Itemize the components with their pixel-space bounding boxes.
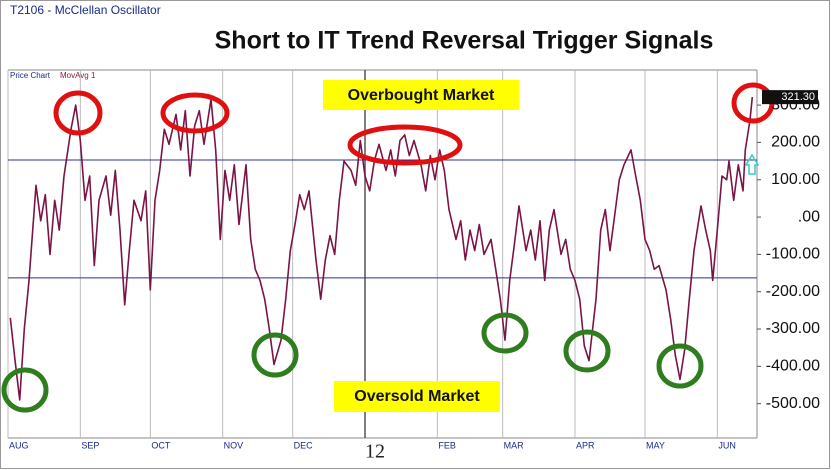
- arrow-icon: [744, 153, 760, 175]
- red-circle: [53, 90, 103, 136]
- red-circle: [347, 124, 463, 166]
- red-circle: [160, 92, 230, 134]
- green-circle: [481, 312, 529, 354]
- x-tick-label: AUG: [9, 440, 29, 450]
- sub-label: Price Chart: [10, 71, 51, 80]
- x-tick-label: DEC: [294, 440, 314, 450]
- y-tick-label: -300.00: [766, 320, 820, 337]
- y-tick-label: 100.00: [771, 171, 820, 188]
- annotation: Oversold Market: [354, 388, 480, 405]
- current-value-label: 321.30: [781, 91, 815, 103]
- header: T2106 - McClellan Oscillator: [10, 3, 161, 17]
- x-tick-label: APR: [576, 440, 595, 450]
- annotation-box: [323, 80, 519, 110]
- chart-title: Short to IT Trend Reversal Trigger Signa…: [215, 27, 714, 55]
- x-tick-label: 12: [365, 441, 385, 463]
- x-tick-label: FEB: [438, 440, 456, 450]
- x-tick-label: NOV: [224, 440, 244, 450]
- x-tick-label: SEP: [81, 440, 99, 450]
- green-circle: [1, 367, 49, 413]
- x-tick-label: JUN: [718, 440, 736, 450]
- green-circle: [563, 329, 611, 373]
- annotation-box: [334, 381, 500, 412]
- y-tick-label: 200.00: [771, 134, 820, 151]
- green-circle: [251, 332, 299, 378]
- y-tick-label: -200.00: [766, 283, 820, 300]
- y-tick-label: -400.00: [766, 358, 820, 375]
- y-tick-label: -100.00: [766, 246, 820, 263]
- plot-area: AUG SEP OCT NOV DEC 12 FEB MAR APR MAY JUN: [7, 70, 757, 463]
- green-circle: [656, 343, 704, 389]
- current-value-box: [762, 90, 818, 105]
- sub-label: MovAvg 1: [60, 71, 96, 80]
- signal-circles: [1, 82, 775, 413]
- annotation: Overbought Market: [348, 87, 495, 104]
- x-tick-label: MAR: [504, 440, 524, 450]
- y-tick-label: .00: [798, 208, 820, 225]
- x-tick-label: MAY: [646, 440, 665, 450]
- x-tick-label: OCT: [151, 440, 171, 450]
- y-tick-label: -500.00: [766, 395, 820, 412]
